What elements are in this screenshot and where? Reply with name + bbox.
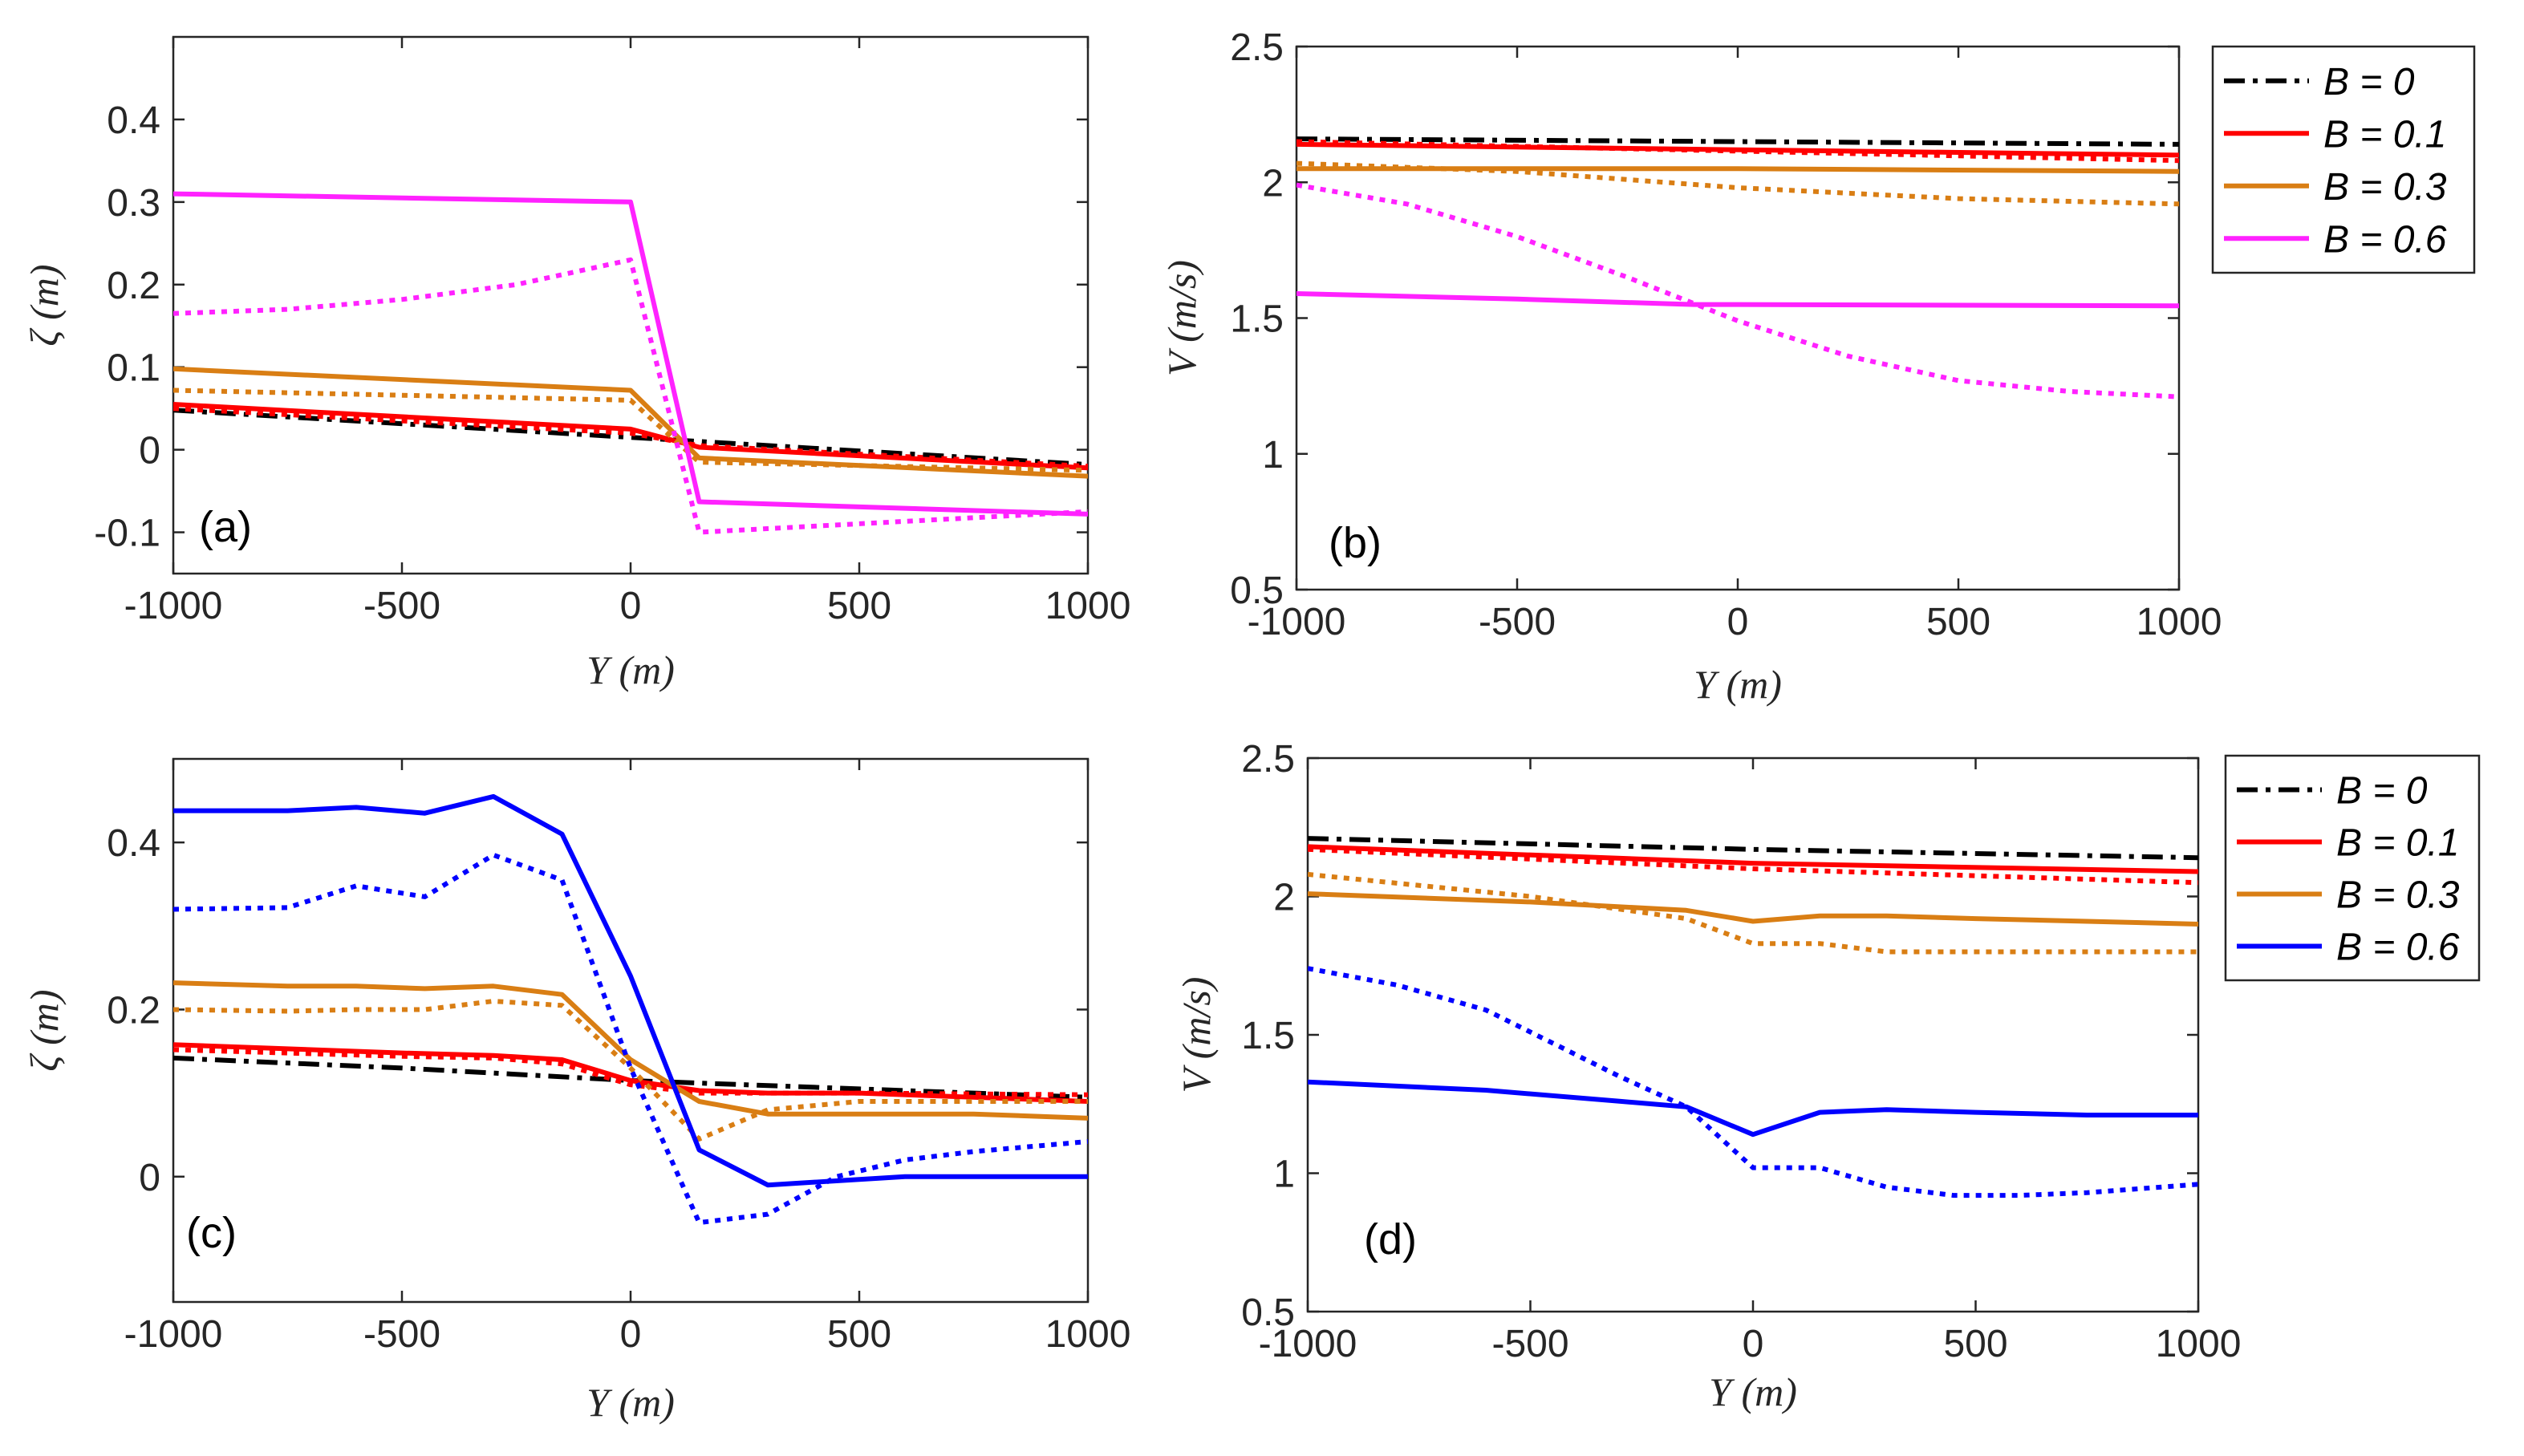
y-tick-label: 2.5 [1241,738,1295,781]
series-line [173,406,1088,469]
series-group [173,191,1088,535]
x-tick-label: 500 [827,585,891,627]
x-axis-label: Y (m) [1709,1369,1797,1414]
legend-label: B = 0 [2323,61,2415,103]
y-tick-label: 1 [1273,1154,1295,1196]
series-line [173,366,1088,479]
x-tick-label: 500 [1943,1323,2007,1365]
y-axis-label: V (m/s) [1174,977,1219,1093]
series-line [1308,891,2198,927]
y-tick-label: 0.4 [107,99,160,142]
series-line [1308,844,2198,874]
series-line [173,793,1088,1188]
series-line [1296,160,2179,207]
x-axis-label: Y (m) [586,1380,675,1425]
series-line [173,1042,1088,1104]
series-line [173,980,1088,1121]
panel-b: -1000 -500 0 500 1000 0.5 1 1.5 2 2.5 (b) Y (m) V (m… [1159,26,2476,707]
series-line [173,1047,1088,1097]
y-tick-label: 0.3 [107,182,160,225]
series-line [1308,966,2198,1198]
y-tick-label: 0.5 [1230,570,1284,612]
legend-label: B = 0.3 [2323,166,2447,209]
y-tick-label: 0.1 [107,347,160,390]
x-tick-label: 1000 [2156,1323,2242,1365]
y-tick-label: 0 [139,430,160,472]
legend: B = 0 B = 0.1 B = 0.3 B = 0.6 [2211,45,2476,274]
panel-label: (b) [1329,519,1382,567]
y-tick-label: 0.4 [107,822,160,865]
y-tick-label: 1.5 [1241,1015,1295,1057]
series-group [173,793,1088,1226]
legend-label: B = 0.6 [2336,927,2460,969]
x-tick-label: 0 [620,1313,642,1356]
x-tick-label: -1000 [124,1313,223,1356]
panel-label: (a) [199,503,252,551]
x-tick-label: 0 [1743,1323,1764,1365]
legend-label: B = 0.1 [2323,113,2446,156]
series-line [1308,846,2198,886]
legend-box [2224,754,2481,982]
y-tick-label: 0.2 [107,989,160,1032]
panel-d: -1000 -500 0 500 1000 0.5 1 1.5 2 2.5 (d) Y (m) V (m… [1174,738,2481,1414]
y-axis-label: ζ (m) [22,989,67,1071]
x-tick-label: -1000 [1248,601,1346,643]
series-line [173,999,1088,1142]
series-line [173,387,1088,473]
x-tick-label: -1000 [1259,1323,1357,1365]
legend-label: B = 0.3 [2336,874,2460,917]
x-tick-label: -500 [363,585,440,627]
series-line [1296,291,2179,309]
x-tick-label: -500 [1491,1323,1568,1365]
x-tick-label: 1000 [1045,1313,1131,1356]
x-axis-label: Y (m) [586,647,675,692]
legend-label: B = 0.1 [2336,822,2459,865]
y-axis-label: ζ (m) [22,264,67,346]
legend: B = 0 B = 0.1 B = 0.3 B = 0.6 [2224,754,2481,982]
x-tick-label: -500 [363,1313,440,1356]
x-tick-label: -500 [1479,601,1556,643]
x-tick-label: 1000 [1045,585,1131,627]
y-tick-label: 2 [1262,162,1284,205]
series-line [1308,871,2198,955]
y-tick-label: 2 [1273,877,1295,919]
plot-frame [172,35,1090,575]
series-group [1296,136,2179,399]
panel-label: (c) [186,1209,237,1257]
x-tick-label: 0 [620,585,642,627]
y-tick-label: 0.2 [107,265,160,307]
series-line [1308,1079,2198,1138]
y-tick-label: 1 [1262,434,1284,477]
legend-box [2211,45,2476,274]
x-tick-label: 500 [827,1313,891,1356]
y-tick-label: 2.5 [1230,26,1284,69]
y-tick-label: 1.5 [1230,298,1284,341]
legend-label: B = 0 [2336,770,2428,813]
legend-label: B = 0.6 [2323,218,2447,261]
panel-a: -1000 -500 0 500 1000 -0.1 0 0.1 0.2 0.3 0.4 (a) Y (… [22,35,1131,692]
x-axis-label: Y (m) [1694,662,1782,707]
x-tick-label: 0 [1727,601,1749,643]
panel-c: -1000 -500 0 500 1000 0 0.2 0.4 (c) Y (m) ζ (m) [22,757,1131,1425]
series-line [1308,836,2198,861]
y-tick-label: 0.5 [1241,1292,1295,1334]
plot-frame [172,757,1090,1304]
panel-label: (d) [1364,1215,1417,1263]
series-group [1308,836,2198,1198]
y-axis-label: V (m/s) [1159,260,1204,376]
series-line [1296,139,2179,164]
x-tick-label: -1000 [124,585,223,627]
series-line [173,191,1088,517]
x-tick-label: 1000 [2136,601,2222,643]
plot-frame [1295,45,2181,591]
y-tick-label: -0.1 [94,513,160,555]
y-tick-label: 0 [139,1157,160,1199]
x-tick-label: 500 [1926,601,1990,643]
